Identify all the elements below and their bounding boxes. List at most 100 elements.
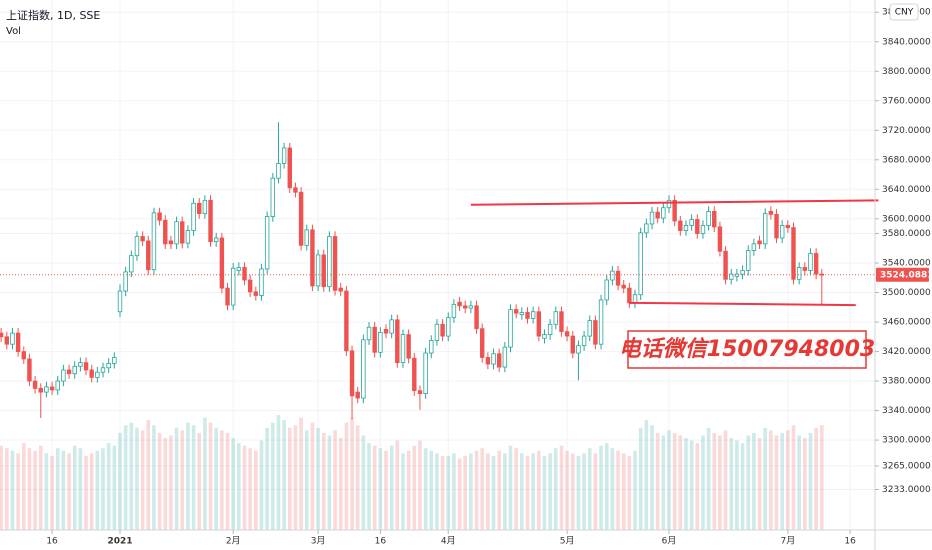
candle-body — [746, 250, 751, 271]
candle-body — [819, 273, 825, 276]
volume-bar — [446, 455, 451, 530]
volume-bar — [774, 435, 779, 530]
volume-bar — [684, 438, 688, 530]
volume-bar — [4, 448, 9, 530]
y-tick-label: 3800.0000 — [882, 67, 931, 77]
candle-body — [683, 225, 689, 231]
volume-bar — [50, 455, 54, 530]
y-tick-label: 3720.0000 — [882, 126, 931, 136]
candle-body — [361, 339, 366, 399]
y-tick-label: 3500.0000 — [882, 288, 931, 298]
trendline — [470, 199, 879, 206]
volume-bar — [146, 420, 151, 530]
candle-body — [638, 232, 643, 296]
volume-bar — [287, 427, 292, 530]
volume-bar — [723, 430, 728, 530]
candle-body — [10, 332, 15, 345]
candle-body — [66, 369, 72, 375]
currency-box[interactable] — [889, 3, 919, 21]
candle-body — [202, 199, 208, 215]
volume-bar — [242, 445, 247, 530]
last-price-box — [876, 267, 929, 282]
candle-body — [740, 270, 745, 275]
volume-bar — [599, 445, 603, 530]
candle-body — [372, 326, 377, 353]
volume-bar — [21, 443, 26, 530]
candle-body — [689, 219, 694, 226]
candle-body — [157, 212, 162, 221]
candle-body — [293, 187, 298, 193]
volume-bar — [712, 432, 717, 530]
candle-body — [463, 305, 468, 309]
candle-body — [236, 267, 242, 271]
volume-bar — [531, 453, 535, 530]
x-tick-label: 5月 — [560, 536, 575, 547]
volume-bar — [61, 450, 66, 530]
candle-body — [485, 357, 491, 365]
candle-body — [621, 284, 626, 289]
overlay-layer: 电话微信15007948003 — [0, 199, 879, 369]
volume-bar — [582, 453, 586, 530]
volume-bar — [808, 432, 813, 530]
candle-body — [44, 386, 49, 393]
candle-body — [140, 236, 145, 242]
volume-bar — [452, 453, 456, 530]
y-tick-label: 3600.0000 — [882, 214, 931, 224]
candle-body — [412, 357, 417, 392]
volume-bar — [333, 430, 337, 530]
volume-bar — [621, 453, 626, 530]
volume-bar — [418, 440, 422, 530]
candle-body — [112, 357, 117, 364]
axis-layer: 3880.00003840.00003800.00003760.00003720… — [46, 8, 932, 547]
watermark-box — [627, 330, 867, 369]
candle-body — [632, 294, 638, 304]
volume-bar — [338, 438, 343, 530]
candle-body — [106, 362, 111, 369]
volume-bar — [701, 435, 705, 530]
volume-bar — [610, 448, 615, 530]
candle-body — [491, 353, 496, 365]
y-tick-label: 3300.0000 — [882, 436, 931, 446]
volume-bar — [180, 430, 185, 530]
y-tick-label: 3540.0000 — [882, 259, 931, 269]
candle-body — [695, 219, 700, 234]
candle-body — [423, 352, 428, 395]
currency[interactable]: CNY — [895, 8, 914, 18]
candle-body — [593, 320, 598, 345]
candle-body — [366, 326, 372, 341]
volume-bar — [361, 435, 366, 530]
volume-bar — [729, 438, 734, 530]
volume-bar — [112, 445, 117, 530]
candle-body — [95, 371, 100, 378]
volume-bar — [576, 455, 581, 530]
volume-bar — [316, 427, 320, 530]
candle-body — [672, 199, 677, 222]
candle-body — [310, 229, 315, 287]
candle-body — [230, 267, 236, 306]
volume-bar — [661, 435, 666, 530]
candle-body — [315, 254, 321, 287]
candle-body — [627, 287, 632, 304]
volume-bar — [491, 455, 496, 530]
x-tick-label: 16 — [844, 537, 856, 547]
candle-body — [89, 369, 94, 378]
candle-body — [604, 279, 609, 301]
volume-bar — [752, 432, 756, 530]
volume-bar — [0, 445, 3, 530]
volume-bar — [27, 448, 32, 530]
candle-body — [576, 345, 581, 354]
x-tick-label: 3月 — [311, 536, 326, 547]
volume-bar — [520, 453, 524, 530]
volume-bar — [44, 453, 49, 530]
candle-body — [570, 335, 575, 354]
candle-body — [661, 207, 666, 219]
volume-bar — [304, 430, 309, 530]
volume-bar — [321, 432, 326, 530]
candle-body — [513, 309, 519, 314]
volume-bar — [33, 450, 37, 530]
candle-body — [480, 328, 485, 358]
candle-body — [151, 212, 157, 271]
candle-body — [21, 351, 26, 360]
volume-bar — [706, 427, 711, 530]
